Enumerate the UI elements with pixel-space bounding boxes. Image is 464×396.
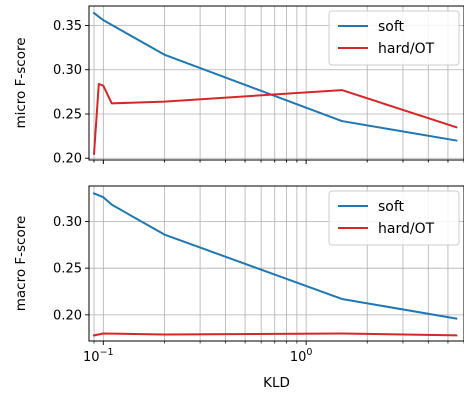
y-axis-label: macro F-score bbox=[13, 216, 29, 312]
y-tick-label: 0.25 bbox=[53, 107, 82, 122]
y-tick-label: 0.30 bbox=[53, 215, 82, 230]
series-line-hard-ot bbox=[92, 82, 458, 155]
y-axis-label: micro F-score bbox=[13, 37, 29, 128]
legend-label-soft: soft bbox=[378, 19, 405, 35]
series-line-soft bbox=[92, 11, 458, 142]
axes-frame bbox=[88, 5, 464, 161]
legend-box bbox=[328, 10, 460, 66]
legend-label-hard-ot: hard/OT bbox=[378, 221, 435, 237]
legend-box bbox=[328, 190, 460, 246]
x-axis-label: KLD bbox=[263, 375, 290, 391]
y-tick-label: 0.20 bbox=[53, 152, 82, 167]
series-line-hard-ot bbox=[92, 332, 458, 337]
legend: soft hard/OT bbox=[328, 10, 460, 66]
y-tick-label: 0.20 bbox=[53, 308, 82, 323]
y-tick-label: 0.25 bbox=[53, 262, 82, 277]
x-tick-label: 10−1 bbox=[83, 347, 114, 365]
axes-frame bbox=[88, 185, 464, 342]
x-tick-base: 10 bbox=[83, 350, 100, 365]
y-tick-label: 0.35 bbox=[53, 19, 82, 34]
legend-label-soft: soft bbox=[378, 199, 405, 215]
x-tick-exponent: −1 bbox=[100, 347, 114, 358]
subplot-micro: 0.20 0.25 0.30 0.35 micro F-score soft hard/OT bbox=[13, 5, 464, 167]
legend-label-hard-ot: hard/OT bbox=[378, 41, 435, 57]
x-tick-base: 10 bbox=[290, 350, 307, 365]
series-line-soft bbox=[92, 192, 458, 320]
legend: soft hard/OT bbox=[328, 190, 460, 246]
x-tick-label: 100 bbox=[290, 347, 313, 365]
x-tick-exponent: 0 bbox=[306, 347, 312, 358]
y-tick-label: 0.30 bbox=[53, 63, 82, 78]
